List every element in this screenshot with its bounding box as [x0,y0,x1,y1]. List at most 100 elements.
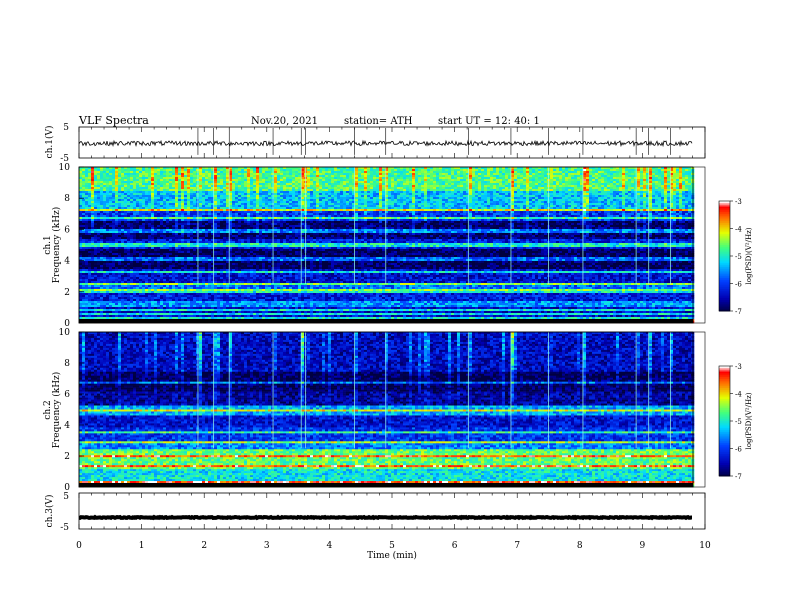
spectrogram-cell [202,235,206,238]
spectrogram-cell [139,307,143,310]
spectrogram-cell [145,187,149,190]
spectrogram-cell [151,185,155,188]
spectrogram-cell [229,279,233,282]
spectrogram-cell [187,317,191,320]
spectrogram-cell [169,305,173,308]
spectrogram-cell [238,175,242,178]
spectrogram-cell [181,213,185,216]
spectrogram-cell [226,291,230,294]
spectrogram-cell [229,171,233,174]
spectrogram-cell [82,249,86,252]
spectrogram-cell [178,219,182,222]
spectrogram-cell [190,313,194,316]
spectrogram-cell [178,211,182,214]
spectrogram-cell [244,295,248,298]
spectrogram-cell [106,267,110,270]
spectrogram-cell [103,245,107,248]
spectrogram-cell [142,297,146,300]
spectrogram-cell [169,313,173,316]
spectrogram-cell [85,205,89,208]
spectrogram-cell [130,183,134,186]
spectrogram-cell [97,293,101,296]
spectrogram-cell [232,243,236,246]
spectrogram-cell [256,287,260,290]
spectrogram-cell [130,291,134,294]
spectrogram-cell [256,309,260,312]
spectrogram-cell [229,205,233,208]
spectrogram-cell [133,211,137,214]
spectrogram-cell [184,265,188,268]
spectrogram-cell [175,189,179,192]
spectrogram-cell [175,291,179,294]
spectrogram-cell [199,257,203,260]
spectrogram-cell [118,315,122,318]
spectrogram-cell [82,245,86,248]
spectrogram-cell [115,293,119,296]
spectrogram-cell [208,287,212,290]
spectrogram-cell [163,265,167,268]
spectrogram-cell [160,239,164,242]
spectrogram-cell [115,291,119,294]
spectrogram-cell [124,277,128,280]
spectrogram-cell [88,277,92,280]
spectrogram-cell [142,175,146,178]
spectrogram-cell [103,209,107,212]
spectrogram-cell [172,167,176,170]
spectrogram-cell [139,269,143,272]
spectrogram-cell [151,229,155,232]
spectrogram-cell [223,261,227,264]
spectrogram-cell [265,197,269,200]
spectrogram-cell [157,233,161,236]
spectrogram-cell [262,183,266,186]
spectrogram-cell [226,311,230,314]
ch1-ytick-top: 5 [63,123,69,133]
spectrogram-cell [253,273,257,276]
spectrogram-cell [214,219,218,222]
spectrogram-cell [214,255,218,258]
spectrogram-cell [256,317,260,320]
spectrogram-cell [127,239,131,242]
spectrogram-cell [103,173,107,176]
spectrogram-cell [157,261,161,264]
spectrogram-cell [124,281,128,284]
spectrogram-cell [256,289,260,292]
spectrogram-cell [145,297,149,300]
spectrogram-cell [244,293,248,296]
spectrogram-cell [88,213,92,216]
spectrogram-cell [115,267,119,270]
spectrogram-cell [181,293,185,296]
spectrogram-cell [256,171,260,174]
spectrogram-cell [250,261,254,264]
spectrogram-cell [109,235,113,238]
spectrogram-cell [241,235,245,238]
spectrogram-cell [181,229,185,232]
spectrogram-cell [127,183,131,186]
spectrogram-cell [178,185,182,188]
spectrogram-cell [250,237,254,240]
spectrogram-cell [190,297,194,300]
spectrogram-cell [172,263,176,266]
spectrogram-cell [217,167,221,170]
spectrogram-cell [100,291,104,294]
spectrogram-cell [103,285,107,288]
spectrogram-cell [244,267,248,270]
spectrogram-cell [217,213,221,216]
spectrogram-cell [130,177,134,180]
spectrogram-cell [253,239,257,242]
spectrogram-cell [208,255,212,258]
spectrogram-cell [133,189,137,192]
spectrogram-cell [202,217,206,220]
spectrogram-cell [160,317,164,320]
spectrogram-cell [247,219,251,222]
spectrogram-cell [91,169,95,172]
spectrogram-cell [238,267,242,270]
spectrogram-cell [115,311,119,314]
spectrogram-cell [178,301,182,304]
spectrogram-cell [127,177,131,180]
spectrogram-cell [208,171,212,174]
spectrogram-cell [226,295,230,298]
spectrogram-cell [187,193,191,196]
spectrogram-cell [256,231,260,234]
spectrogram-cell [172,225,176,228]
spectrogram-cell [97,171,101,174]
